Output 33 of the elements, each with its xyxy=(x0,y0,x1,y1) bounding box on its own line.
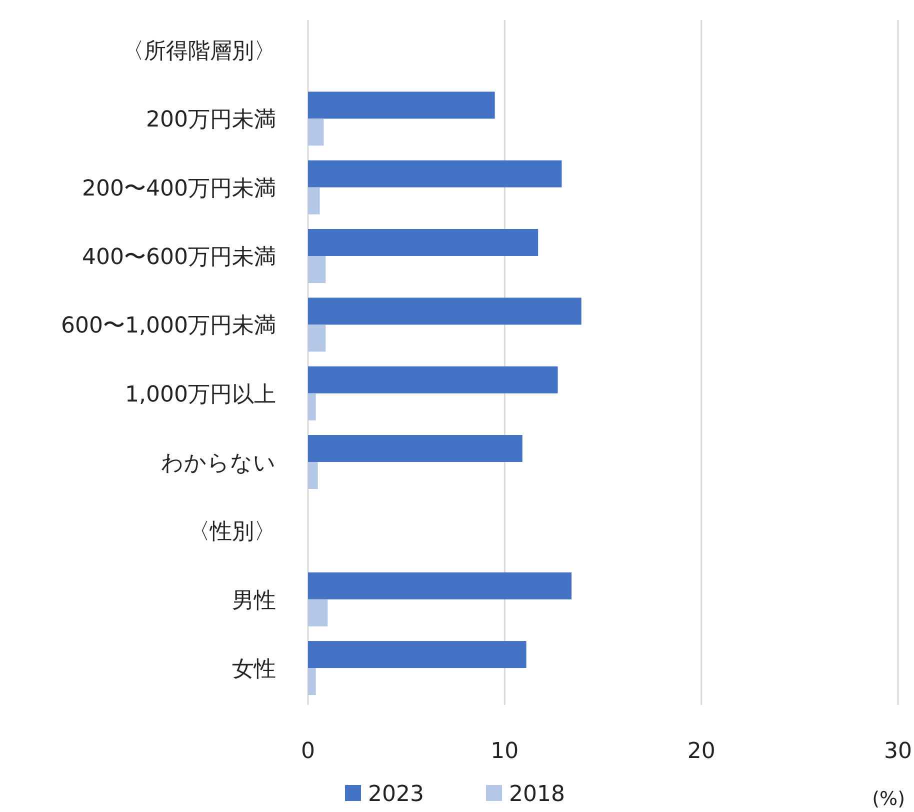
bar xyxy=(308,572,572,600)
bar xyxy=(308,641,526,668)
bar xyxy=(308,187,320,214)
bar xyxy=(308,462,318,490)
legend-label: 2018 xyxy=(509,782,565,807)
bar xyxy=(308,668,316,696)
y-tick-label: 1,000万円以上 xyxy=(125,382,276,408)
y-tick-label: 200万円未満 xyxy=(146,108,276,133)
bar xyxy=(308,92,495,119)
bar xyxy=(308,366,558,394)
x-tick-label: 10 xyxy=(490,739,519,764)
y-tick-label: 男性 xyxy=(232,588,276,614)
y-tick-label: 400〜600万円未満 xyxy=(82,245,276,270)
bar xyxy=(308,160,562,188)
y-tick-label: 600〜1,000万円未満 xyxy=(61,314,276,339)
y-tick-label: わからない xyxy=(161,451,276,476)
y-tick-label: 〈所得階層別〉 xyxy=(122,39,276,64)
bar xyxy=(308,324,326,352)
bar xyxy=(308,256,326,284)
x-axis-title: (%) xyxy=(872,788,905,810)
bar xyxy=(308,435,522,462)
bar xyxy=(308,599,328,626)
bar xyxy=(308,393,316,420)
y-tick-label: 〈性別〉 xyxy=(188,520,276,545)
x-tick-label: 0 xyxy=(301,739,315,764)
bar xyxy=(308,298,582,325)
x-tick-label: 20 xyxy=(687,739,716,764)
y-tick-label: 女性 xyxy=(232,657,276,682)
x-tick-label: 30 xyxy=(884,739,912,764)
legend-label: 2023 xyxy=(368,782,424,807)
bar xyxy=(308,118,324,146)
y-tick-label: 200〜400万円未満 xyxy=(82,176,276,202)
bar xyxy=(308,229,538,256)
